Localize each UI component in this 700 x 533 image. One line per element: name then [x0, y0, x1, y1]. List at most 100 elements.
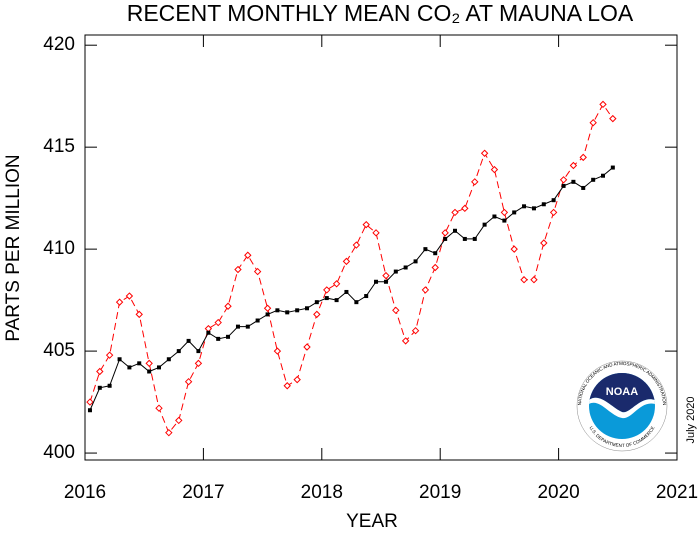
point — [263, 304, 272, 312]
point — [364, 294, 369, 299]
point — [490, 165, 499, 174]
point — [472, 236, 477, 241]
point — [324, 296, 329, 301]
logo-wave — [589, 397, 655, 419]
point — [334, 298, 339, 303]
point — [510, 245, 518, 253]
x-tick-label: 2021 — [656, 482, 698, 503]
point — [421, 286, 430, 294]
point — [105, 351, 114, 359]
point — [87, 408, 92, 413]
point — [216, 336, 221, 341]
x-tick-label: 2017 — [182, 482, 224, 503]
point — [480, 149, 489, 157]
series-line — [89, 167, 614, 411]
point — [599, 100, 607, 109]
point — [313, 310, 321, 319]
point — [194, 359, 203, 368]
point — [462, 236, 467, 241]
point — [482, 222, 487, 227]
point — [383, 279, 388, 284]
point — [522, 204, 527, 209]
y-axis-label: PARTS PER MILLION — [3, 154, 24, 341]
point — [374, 279, 379, 284]
point — [107, 383, 112, 388]
point — [295, 308, 300, 313]
point — [411, 326, 420, 335]
point — [332, 280, 341, 288]
point — [176, 349, 181, 354]
point — [165, 428, 173, 437]
point — [392, 306, 400, 315]
point — [253, 267, 262, 276]
point — [591, 177, 596, 182]
x-tick-label: 2016 — [64, 482, 106, 503]
point — [453, 228, 457, 233]
x-tick-label: 2018 — [301, 482, 343, 503]
point — [342, 257, 351, 266]
point — [273, 347, 282, 355]
point — [423, 247, 428, 252]
point — [137, 361, 142, 366]
point — [451, 208, 459, 217]
point — [581, 185, 586, 190]
point — [443, 236, 448, 241]
point — [196, 349, 201, 354]
point — [500, 208, 509, 217]
point — [571, 179, 576, 184]
series-line — [89, 103, 614, 434]
x-tick-label: 2019 — [419, 482, 461, 503]
point — [275, 308, 280, 313]
point — [214, 318, 222, 327]
point — [265, 312, 270, 317]
point — [413, 259, 418, 264]
point — [303, 343, 311, 351]
point — [305, 306, 309, 311]
point — [492, 214, 497, 219]
y-tick-label: 415 — [43, 136, 75, 157]
point — [293, 375, 301, 384]
point — [135, 310, 143, 319]
point — [431, 263, 439, 272]
point — [520, 276, 528, 284]
point — [166, 357, 171, 362]
logo-name: NOAA — [606, 386, 638, 398]
point — [579, 153, 587, 162]
point — [551, 198, 556, 203]
point — [147, 369, 152, 374]
x-axis-label: YEAR — [346, 511, 398, 532]
point — [401, 337, 410, 345]
point — [245, 324, 250, 329]
point — [117, 357, 122, 362]
point — [184, 377, 193, 386]
point — [283, 382, 291, 390]
point — [145, 359, 153, 368]
point — [372, 229, 380, 237]
point — [393, 269, 398, 274]
point — [403, 265, 408, 270]
y-tick-label: 405 — [43, 340, 75, 361]
point — [589, 118, 597, 127]
point — [530, 276, 538, 284]
point — [285, 310, 290, 315]
point — [235, 324, 240, 329]
point — [352, 241, 361, 249]
point — [127, 365, 132, 370]
point — [125, 292, 134, 300]
point — [549, 208, 558, 217]
point — [471, 178, 479, 186]
y-tick-label: 420 — [43, 34, 75, 55]
point — [206, 330, 211, 335]
point — [502, 218, 507, 223]
point — [601, 173, 605, 178]
point — [461, 204, 469, 213]
point — [186, 338, 191, 343]
plot-frame — [84, 34, 678, 461]
point — [244, 251, 252, 259]
logo-sky — [589, 373, 655, 413]
point — [540, 239, 548, 247]
chart-title: RECENT MONTHLY MEAN CO₂ AT MAUNA LOA — [127, 0, 634, 26]
point — [175, 416, 183, 425]
point — [314, 300, 319, 305]
point — [609, 114, 617, 123]
